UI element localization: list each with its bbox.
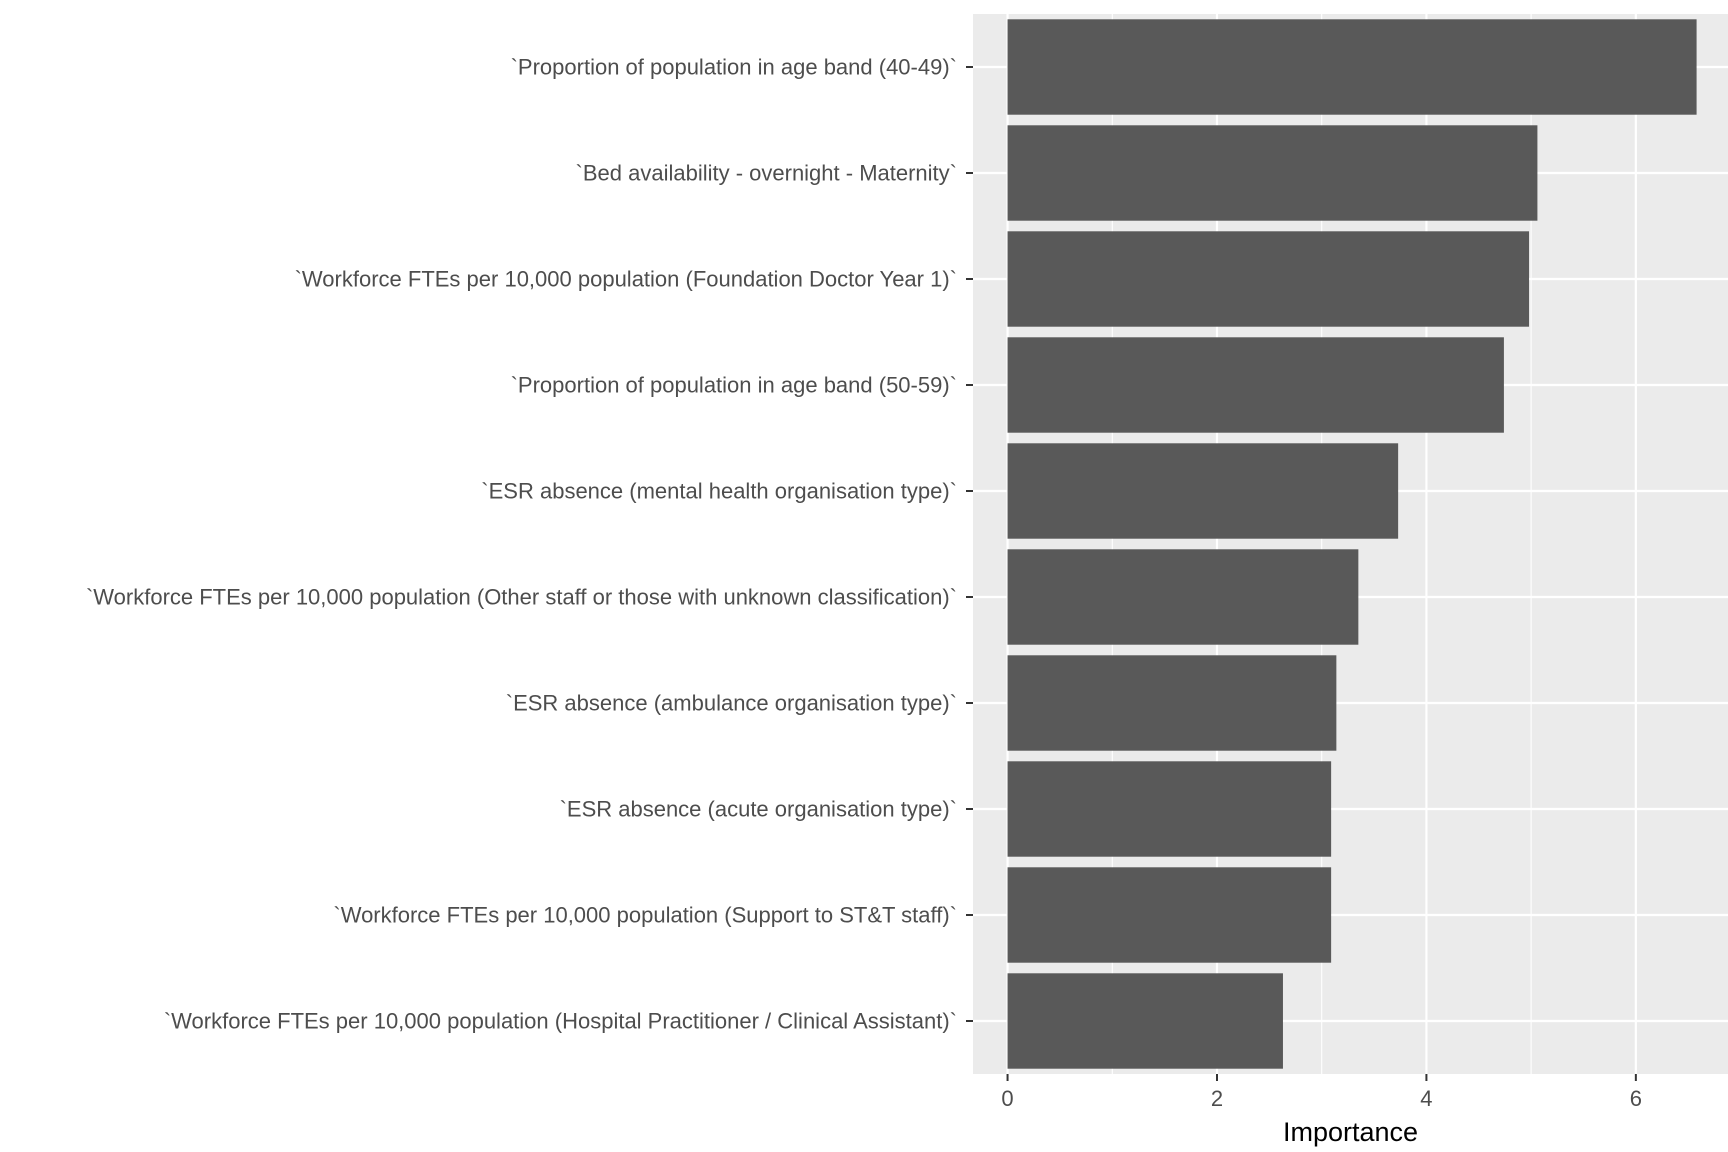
y-tick-label: `Bed availability - overnight - Maternit…: [576, 161, 957, 186]
bar: [1007, 761, 1332, 857]
bar: [1007, 337, 1504, 433]
y-tick-label: `Workforce FTEs per 10,000 population (H…: [164, 1009, 957, 1034]
y-tick-label: `Proportion of population in age band (5…: [511, 373, 957, 398]
y-tick-label: `ESR absence (ambulance organisation typ…: [506, 691, 957, 716]
bar: [1007, 655, 1337, 751]
y-tick-label: `ESR absence (acute organisation type)`: [560, 797, 957, 822]
x-tick-label: 0: [1001, 1086, 1013, 1111]
bar: [1007, 973, 1283, 1069]
y-axis: `Proportion of population in age band (4…: [86, 55, 973, 1034]
x-tick-label: 2: [1211, 1086, 1223, 1111]
y-tick-label: `Workforce FTEs per 10,000 population (O…: [86, 585, 957, 610]
bars: [1007, 19, 1697, 1069]
y-tick-label: `Proportion of population in age band (4…: [511, 55, 957, 80]
x-axis: 0 2 4 6: [1001, 1074, 1642, 1111]
x-axis-title: Importance: [1283, 1117, 1418, 1147]
bar: [1007, 125, 1538, 221]
bar: [1007, 443, 1399, 539]
x-tick-label: 6: [1630, 1086, 1642, 1111]
x-tick-label: 4: [1420, 1086, 1432, 1111]
y-tick-label: `Workforce FTEs per 10,000 population (F…: [295, 267, 957, 292]
bar: [1007, 231, 1530, 327]
bar: [1007, 867, 1332, 963]
bar: [1007, 19, 1697, 115]
bar: [1007, 549, 1359, 645]
y-tick-label: `ESR absence (mental health organisation…: [481, 479, 957, 504]
y-tick-label: `Workforce FTEs per 10,000 population (S…: [333, 903, 957, 928]
